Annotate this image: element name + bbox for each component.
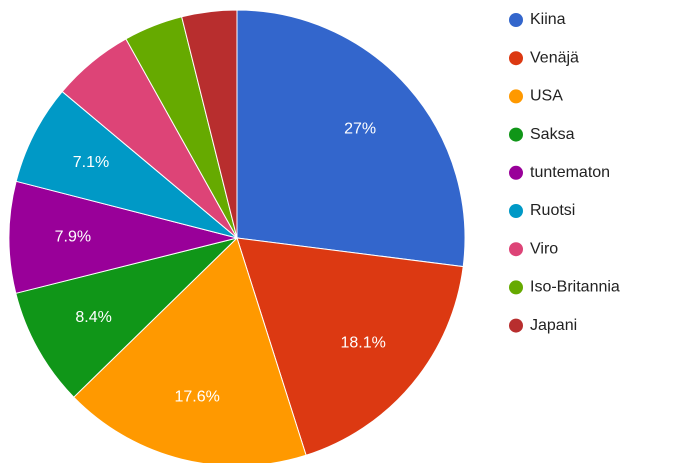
pie-slice (15, 237, 239, 398)
slice-label: 17.6% (174, 388, 219, 405)
legend-swatch (509, 51, 523, 66)
legend-label: tuntematon (530, 164, 610, 181)
pie-slice (181, 9, 238, 239)
legend-swatch (509, 89, 523, 104)
legend-swatch (509, 13, 523, 27)
legend-label: Ruotsi (530, 202, 575, 219)
pie-slice (236, 9, 466, 268)
slice-label: 8.4% (75, 309, 111, 326)
legend-swatch (509, 242, 523, 257)
slice-label: 7.9% (55, 229, 91, 246)
legend-label: Iso-Britannia (530, 279, 620, 296)
pie-slice (236, 237, 464, 456)
legend-swatch (509, 280, 523, 295)
slice-label: 27% (344, 121, 376, 138)
legend-label: Japani (530, 317, 577, 334)
slice-label: 18.1% (340, 334, 385, 351)
slice-label: 7.1% (73, 154, 109, 171)
legend-swatch (509, 165, 523, 180)
legend-label: Kiina (530, 11, 566, 28)
legend-swatch (509, 204, 523, 218)
legend-label: Viro (530, 240, 558, 257)
legend-label: Saksa (530, 126, 575, 143)
legend-label: USA (530, 88, 563, 105)
pie-slice (15, 90, 238, 239)
pie-slice (8, 180, 238, 294)
legend-swatch (509, 127, 523, 142)
pie-slice (73, 237, 307, 463)
legend-swatch (509, 318, 523, 333)
legend-label: Venäjä (530, 49, 579, 66)
